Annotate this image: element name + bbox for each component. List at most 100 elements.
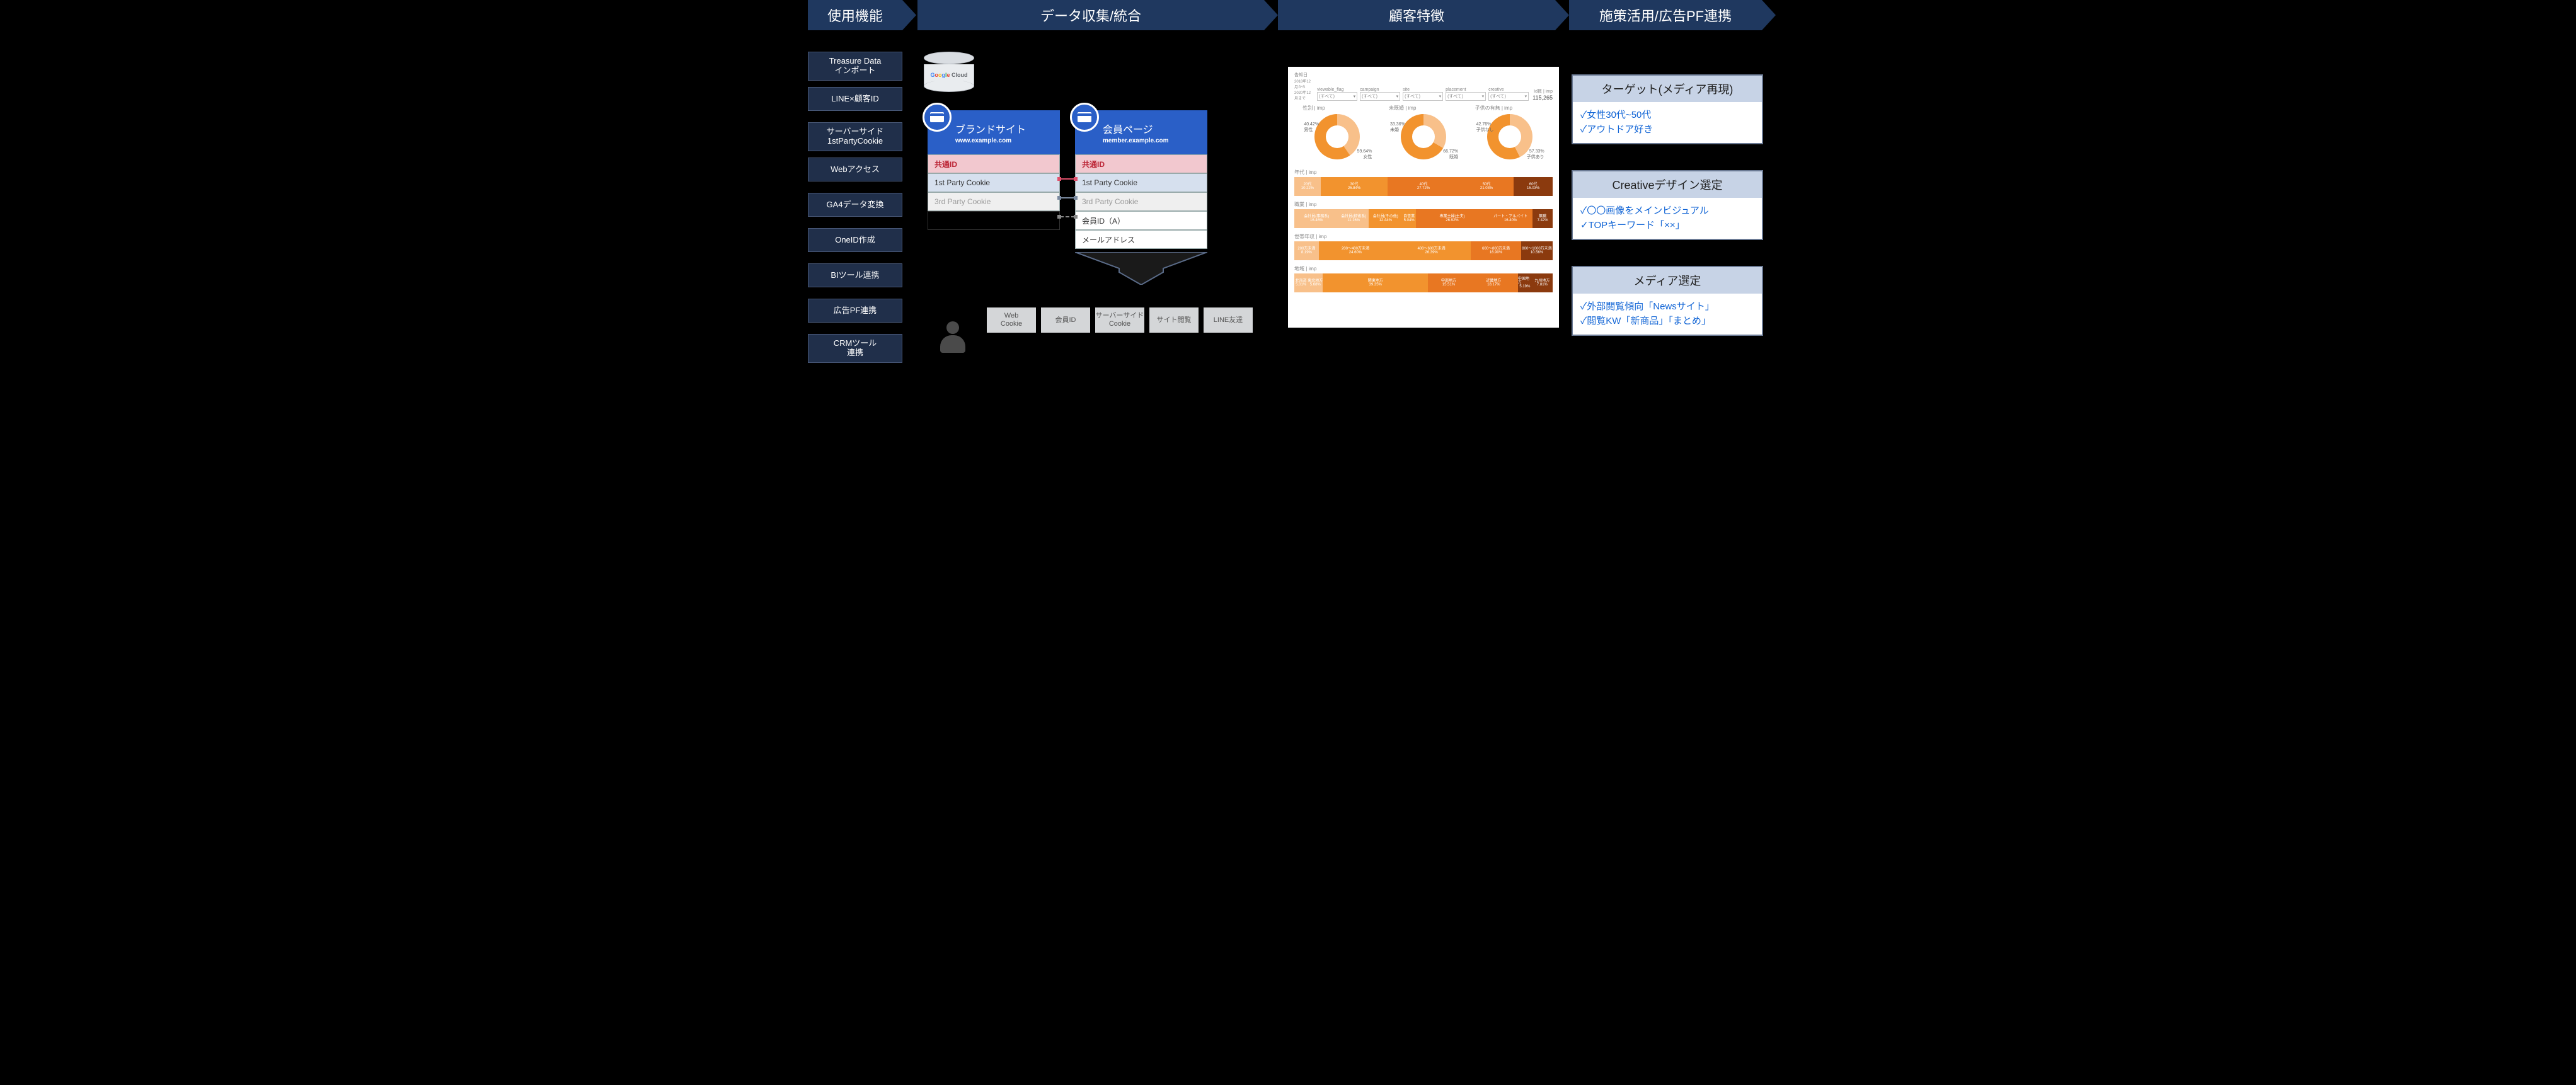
bar-segment: 20代10.22% <box>1294 177 1321 196</box>
google-cloud-db-icon: Google Cloud <box>924 52 974 92</box>
total-label: Id数 | imp <box>1532 88 1553 95</box>
bar-segment: 九州地方7.81% <box>1532 273 1553 292</box>
bar-segment: 60代15.03% <box>1514 177 1553 196</box>
bar-segment: 無職7.42% <box>1532 209 1553 228</box>
bar-segment: 東北地方5.68% <box>1308 273 1323 292</box>
panel-title: メディア選定 <box>1573 267 1762 294</box>
chevron-header: 使用機能 <box>808 0 916 30</box>
feature-button[interactable]: 広告PF連携 <box>808 299 902 323</box>
connector-line <box>1060 216 1075 219</box>
data-row: 会員ID（A） <box>1075 211 1207 230</box>
stacked-bar: 北海道5.01%東北地方5.68%関東地方39.35%中部地方15.51%近畿地… <box>1294 273 1553 292</box>
bar-segment: 50代21.03% <box>1459 177 1514 196</box>
bar-segment: 近畿地方18.17% <box>1469 273 1518 292</box>
panel-title: ターゲット(メディア再現) <box>1573 76 1762 102</box>
feature-button[interactable]: サーバーサイド1stPartyCookie <box>808 122 902 151</box>
chevron-label: 施策活用/広告PF連携 <box>1569 0 1762 30</box>
dashboard-panel: 告知日 2018年12月から 2020年12月まで viewable_flag(… <box>1288 67 1559 328</box>
panel-title: Creativeデザイン選定 <box>1573 171 1762 198</box>
bar-segment: 30代25.84% <box>1321 177 1388 196</box>
attribute-box: サイト閲覧 <box>1149 307 1199 333</box>
panel-body: ✓女性30代~50代✓アウトドア好き <box>1573 102 1762 143</box>
chevron-header: データ収集/統合 <box>917 0 1278 30</box>
data-row: 1st Party Cookie <box>928 173 1060 192</box>
feature-button[interactable]: OneID作成 <box>808 228 902 252</box>
brand-site-title: ブランドサイト <box>955 121 1026 136</box>
filter-creative[interactable]: creative(すべて)▾ <box>1488 88 1529 101</box>
stacked-bar: 20代10.22%30代25.84%40代27.72%50代21.03%60代1… <box>1294 177 1553 196</box>
bar-segment: 中部地方15.51% <box>1428 273 1469 292</box>
donut-row: 性別 | imp 40.42%男性 59.64%女性未既婚 | imp 33.3… <box>1294 105 1553 163</box>
feature-button[interactable]: GA4データ変換 <box>808 193 902 217</box>
chevron-label: 顧客特徴 <box>1278 0 1555 30</box>
bar-segment: 会社員(技術系)11.16% <box>1338 209 1369 228</box>
funnel-arrow-icon <box>1075 252 1207 285</box>
bar-segment: 会社員(事務系)16.46% <box>1294 209 1338 228</box>
browser-icon <box>1070 103 1099 132</box>
stack-title: 職業 | imp <box>1294 201 1553 208</box>
donut-chart: 未既婚 | imp 33.36%未婚 66.72%既婚 <box>1389 105 1458 163</box>
diagram-stage: 使用機能データ収集/統合顧客特徴施策活用/広告PF連携 Treasure Dat… <box>802 0 1774 410</box>
attribute-box: サーバーサイドCookie <box>1095 307 1144 333</box>
bar-segment: 関東地方39.35% <box>1323 273 1428 292</box>
data-row: 共通ID <box>928 154 1060 173</box>
feature-button[interactable]: BIツール連携 <box>808 263 902 287</box>
bar-segment: 800～1000万未満10.56% <box>1521 241 1553 260</box>
stack-title: 世帯年収 | imp <box>1294 233 1553 240</box>
stack-title: 地域 | imp <box>1294 265 1553 272</box>
member-site-card: 会員ページ member.example.com 共通ID1st Party C… <box>1075 110 1207 249</box>
insight-panel: メディア選定 ✓外部閲覧傾向「Newsサイト」✓閲覧KW「新商品」「まとめ」 <box>1572 266 1763 336</box>
filter-placement[interactable]: placement(すべて)▾ <box>1446 88 1486 101</box>
bar-segment: 600～800万未満16.90% <box>1471 241 1521 260</box>
bar-segment: 専業主婦(主夫)26.92% <box>1416 209 1488 228</box>
member-site-title: 会員ページ <box>1103 121 1153 136</box>
person-icon <box>940 321 965 353</box>
donut-chart: 子供の有無 | imp 42.76%子供なし 57.33%子供あり <box>1475 105 1544 163</box>
bar-segment: 400～600万未満26.39% <box>1392 241 1471 260</box>
feature-button[interactable]: Webアクセス <box>808 158 902 181</box>
attribute-box: LINE友達 <box>1204 307 1253 333</box>
brand-site-card: ブランドサイト www.example.com 共通ID1st Party Co… <box>928 110 1060 230</box>
stack-title: 年代 | imp <box>1294 169 1553 176</box>
bar-segment: 200万未満8.19% <box>1294 241 1319 260</box>
data-row: 共通ID <box>1075 154 1207 173</box>
data-row: 1st Party Cookie <box>1075 173 1207 192</box>
connector-line <box>1060 197 1075 200</box>
data-row <box>928 211 1060 230</box>
data-row: 3rd Party Cookie <box>1075 192 1207 211</box>
stacked-bar: 会社員(事務系)16.46%会社員(技術系)11.16%会社員(その他)12.4… <box>1294 209 1553 228</box>
bar-segment: 自営業5.04% <box>1402 209 1416 228</box>
brand-site-url: www.example.com <box>955 137 1011 144</box>
connector-line <box>1060 178 1075 181</box>
bar-segment: 40代27.72% <box>1388 177 1459 196</box>
panel-body: ✓〇〇画像をメインビジュアル✓TOPキーワード「××」 <box>1573 198 1762 239</box>
donut-chart: 性別 | imp 40.42%男性 59.64%女性 <box>1302 105 1372 163</box>
bar-segment: 北海道5.01% <box>1294 273 1308 292</box>
feature-button[interactable]: Treasure Dataインポート <box>808 52 902 81</box>
stacked-bar: 200万未満8.19%200～400万未満24.60%400～600万未満26.… <box>1294 241 1553 260</box>
period-value: 2018年12月から 2020年12月まで <box>1294 78 1313 101</box>
feature-button[interactable]: LINE×顧客ID <box>808 87 902 111</box>
member-site-url: member.example.com <box>1103 137 1169 144</box>
insight-panel: Creativeデザイン選定 ✓〇〇画像をメインビジュアル✓TOPキーワード「×… <box>1572 170 1763 240</box>
chevron-header: 顧客特徴 <box>1278 0 1569 30</box>
attribute-box: WebCookie <box>987 307 1036 333</box>
dashboard-filters: 告知日 2018年12月から 2020年12月まで viewable_flag(… <box>1294 72 1553 101</box>
total-value: 115,265 <box>1532 95 1553 101</box>
filter-campaign[interactable]: campaign(すべて)▾ <box>1360 88 1400 101</box>
filter-viewable_flag[interactable]: viewable_flag(すべて)▾ <box>1317 88 1357 101</box>
browser-icon <box>923 103 952 132</box>
chevron-header: 施策活用/広告PF連携 <box>1569 0 1776 30</box>
feature-button[interactable]: CRMツール連携 <box>808 334 902 363</box>
bar-segment: パート・アルバイト16.40% <box>1488 209 1532 228</box>
panel-body: ✓外部閲覧傾向「Newsサイト」✓閲覧KW「新商品」「まとめ」 <box>1573 294 1762 335</box>
filter-site[interactable]: site(すべて)▾ <box>1403 88 1443 101</box>
period-label: 告知日 <box>1294 72 1313 78</box>
data-row: 3rd Party Cookie <box>928 192 1060 211</box>
attribute-box: 会員ID <box>1041 307 1090 333</box>
chevron-label: データ収集/統合 <box>917 0 1264 30</box>
bar-segment: 中国地方5.19% <box>1518 273 1532 292</box>
bar-segment: 200～400万未満24.60% <box>1319 241 1392 260</box>
bar-segment: 会社員(その他)12.44% <box>1369 209 1402 228</box>
data-row: メールアドレス <box>1075 230 1207 249</box>
